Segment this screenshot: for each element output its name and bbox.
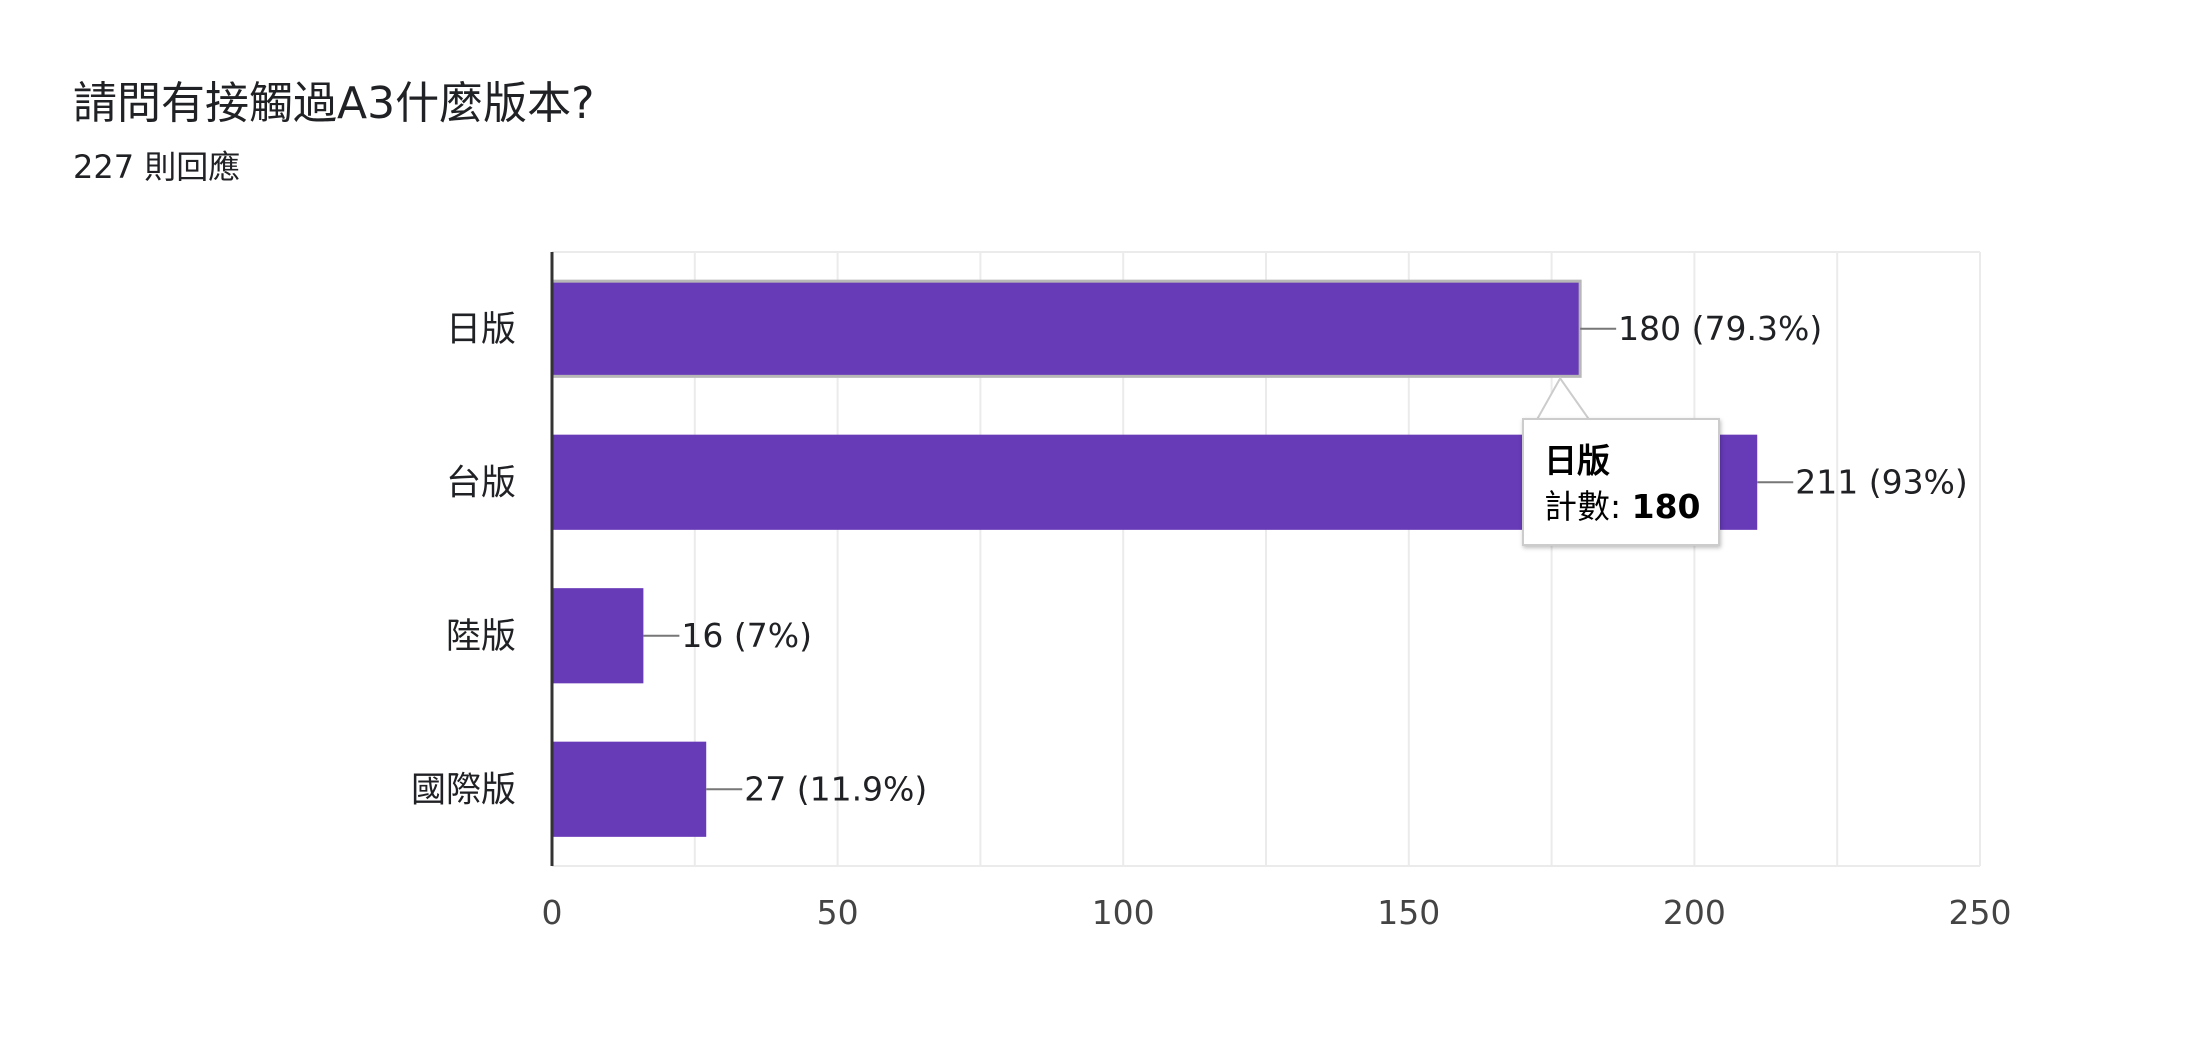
x-tick-label: 0 — [542, 893, 563, 932]
category-label: 台版 — [446, 463, 516, 503]
x-tick-label: 250 — [1949, 893, 2012, 932]
tooltip-count-value: 180 — [1631, 487, 1701, 526]
x-tick-label: 100 — [1092, 893, 1155, 932]
x-tick-label: 150 — [1377, 893, 1440, 932]
bars — [550, 279, 1758, 837]
data-label: 180 (79.3%) — [1618, 309, 1822, 348]
tooltip-count-label: 計數: — [1544, 487, 1622, 526]
x-tick-label: 50 — [817, 893, 859, 932]
tooltip-count-row: 計數: 180 — [1544, 484, 1718, 530]
bar-tooltip: 日版 計數: 180 — [1522, 418, 1720, 546]
x-tick-label: 200 — [1663, 893, 1726, 932]
bar[interactable] — [552, 588, 644, 684]
bar[interactable] — [552, 741, 707, 837]
tooltip-category: 日版 — [1544, 441, 1610, 480]
data-label: 211 (93%) — [1795, 462, 1968, 501]
data-label: 27 (11.9%) — [744, 769, 927, 808]
response-count: 227 則回應 — [73, 148, 241, 186]
category-label: 日版 — [446, 310, 516, 350]
data-label-leaders — [643, 327, 1794, 791]
category-label: 國際版 — [411, 770, 516, 810]
data-label: 16 (7%) — [681, 616, 812, 655]
category-label: 陸版 — [446, 617, 516, 657]
chart-title: 請問有接觸過A3什麼版本? — [73, 78, 595, 129]
data-labels: 180 (79.3%) 211 (93%) 16 (7%) 27 (11.9%) — [681, 309, 1967, 809]
bar[interactable] — [550, 279, 1582, 378]
x-tick-labels: 0 50 100 150 200 250 — [542, 893, 2012, 932]
